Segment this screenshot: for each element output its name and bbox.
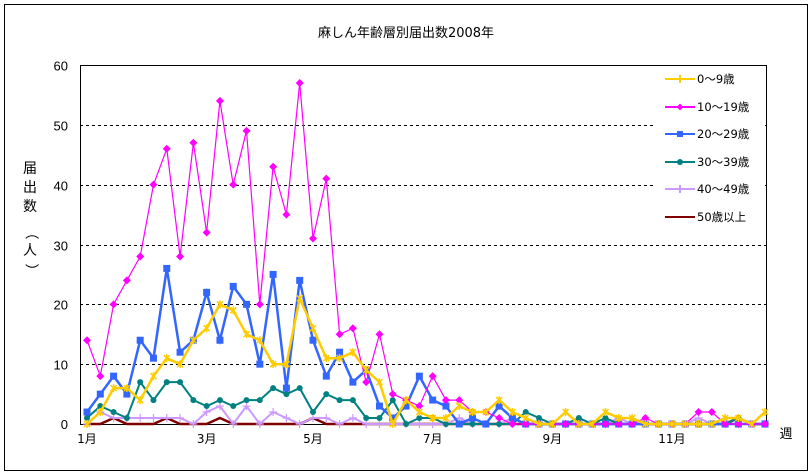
x-tick-label: 3月 xyxy=(197,432,217,446)
x-tick-label: 7月 xyxy=(423,432,443,446)
legend-swatch xyxy=(665,157,695,167)
legend-swatch xyxy=(665,212,695,222)
series-0～9歳 xyxy=(83,294,769,428)
y-axis-label-char: 出 xyxy=(23,180,37,196)
x-axis-label: 週 xyxy=(779,427,792,442)
legend-item: 20～29歳 xyxy=(665,125,749,143)
legend-item: 40～49歳 xyxy=(665,180,749,198)
y-axis-label-char: 人 xyxy=(23,243,37,259)
legend-label: 10～19歳 xyxy=(697,99,750,114)
legend-swatch xyxy=(665,129,695,139)
chart-title: 麻しん年齢層別届出数2008年 xyxy=(317,26,495,41)
legend-item: 50歳以上 xyxy=(665,208,746,226)
y-tick-label: 10 xyxy=(54,358,68,373)
y-tick-label: 40 xyxy=(54,179,68,194)
tick-labels: 10 20 30 40 50 60 0 1月 3月 5月 7月 9月 11月 週 xyxy=(54,59,793,447)
x-tick-label: 1月 xyxy=(77,432,97,446)
legend-label: 20～29歳 xyxy=(697,127,750,141)
y-axis-label-char: 数 xyxy=(23,199,37,215)
x-tick-label: 11月 xyxy=(658,432,685,446)
data-series xyxy=(83,78,769,428)
legend-item: 30～39歳 xyxy=(665,153,749,171)
legend-swatch xyxy=(665,74,695,84)
legend-label: 50歳以上 xyxy=(697,209,747,224)
y-tick-label: 50 xyxy=(54,119,68,134)
legend-label: 40～49歳 xyxy=(697,182,750,196)
legend-label: 30～39歳 xyxy=(697,154,750,169)
legend: 0～9歳 10～19歳 20～29歳 30～39歳 40～49歳 50歳以上 xyxy=(653,66,765,231)
x-tick-label: 9月 xyxy=(542,432,562,446)
y-axis-label-char: 届 xyxy=(23,161,37,177)
y-tick-label: 60 xyxy=(54,59,68,74)
legend-swatch xyxy=(665,102,695,112)
y-tick-label: 30 xyxy=(54,239,68,254)
legend-label: 0～9歳 xyxy=(697,72,735,86)
series-20～29歳 xyxy=(83,264,769,428)
legend-item: 0～9歳 xyxy=(665,70,735,88)
legend-item: 10～19歳 xyxy=(665,98,749,116)
legend-swatch xyxy=(665,184,695,194)
y-axis-label: 届 出 数 （ 人 ） xyxy=(22,160,39,280)
x-tick-label: 5月 xyxy=(303,432,323,446)
y-tick-label: 0 xyxy=(61,417,68,432)
y-tick-label: 20 xyxy=(54,298,68,313)
